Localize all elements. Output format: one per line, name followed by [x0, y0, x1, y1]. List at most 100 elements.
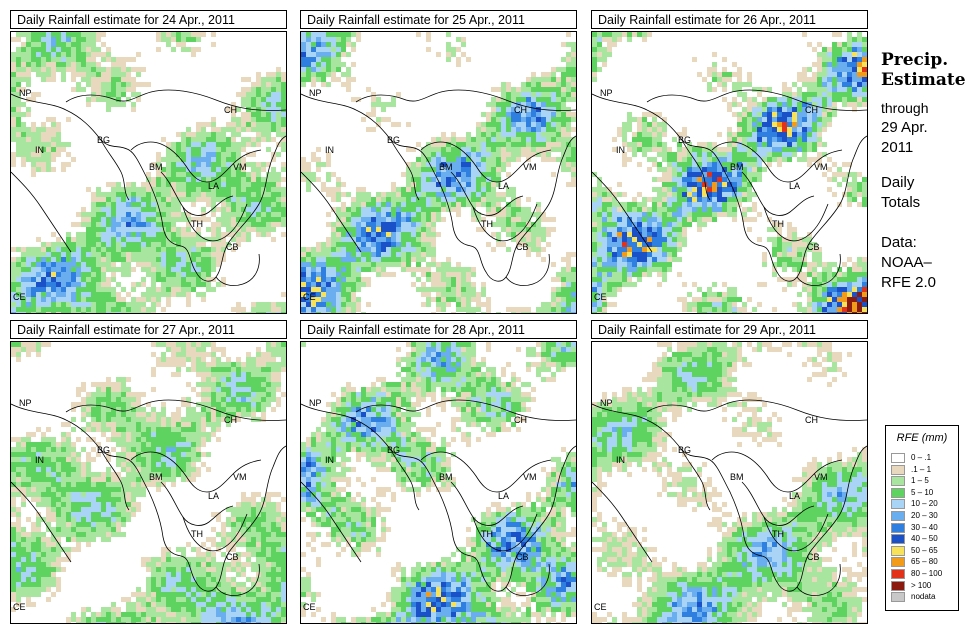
country-label-ch: CH	[805, 105, 818, 115]
rainfall-cell	[787, 222, 792, 227]
rainfall-cell	[56, 267, 61, 272]
rainfall-cell	[111, 72, 116, 77]
rainfall-cell	[491, 132, 496, 137]
rainfall-cell	[241, 77, 246, 82]
rainfall-cell	[201, 357, 206, 362]
rainfall-cell	[276, 192, 281, 197]
rainfall-cell	[61, 262, 66, 267]
rainfall-cell	[101, 242, 106, 247]
rainfall-cell	[211, 202, 216, 207]
rainfall-cell	[446, 147, 451, 152]
rainfall-cell	[196, 217, 201, 222]
rainfall-cell	[506, 112, 511, 117]
rainfall-cell	[326, 52, 331, 57]
rainfall-cell	[682, 232, 687, 237]
rainfall-cell	[642, 257, 647, 262]
rainfall-cell	[386, 257, 391, 262]
rainfall-cell	[236, 162, 241, 167]
rainfall-cell	[96, 72, 101, 77]
rainfall-cell	[602, 227, 607, 232]
rainfall-cell	[141, 267, 146, 272]
rainfall-cell	[111, 292, 116, 297]
rainfall-cell	[847, 277, 852, 282]
rainfall-cell	[306, 282, 311, 287]
rainfall-cell	[361, 227, 366, 232]
rainfall-cell	[16, 352, 21, 357]
rainfall-cell	[81, 292, 86, 297]
rainfall-cell	[822, 272, 827, 277]
rainfall-cell	[597, 42, 602, 47]
rainfall-cell	[531, 227, 536, 232]
rainfall-cell	[647, 207, 652, 212]
rainfall-cell	[126, 87, 131, 92]
rainfall-cell	[526, 147, 531, 152]
rainfall-cell	[336, 67, 341, 72]
rainfall-cell	[531, 77, 536, 82]
rainfall-cell	[561, 162, 566, 167]
rainfall-cell	[171, 147, 176, 152]
rainfall-cell	[822, 62, 827, 67]
rainfall-cell	[391, 217, 396, 222]
rainfall-cell	[837, 42, 842, 47]
rainfall-cell	[156, 277, 161, 282]
rainfall-cell	[256, 197, 261, 202]
rainfall-cell	[511, 227, 516, 232]
rainfall-cell	[541, 77, 546, 82]
rainfall-cell	[31, 272, 36, 277]
rainfall-cell	[306, 62, 311, 67]
rainfall-cell	[241, 127, 246, 132]
rainfall-cell	[401, 232, 406, 237]
rainfall-cell	[196, 252, 201, 257]
rainfall-cell	[51, 297, 56, 302]
rainfall-cell	[461, 192, 466, 197]
rainfall-cell	[41, 147, 46, 152]
rainfall-cell	[817, 82, 822, 87]
rainfall-cell	[196, 257, 201, 262]
rainfall-cell	[306, 302, 311, 307]
rainfall-cell	[461, 42, 466, 47]
rainfall-cell	[742, 192, 747, 197]
rainfall-cell	[516, 107, 521, 112]
rainfall-cell	[416, 252, 421, 257]
rainfall-cell	[426, 47, 431, 52]
rainfall-cell	[316, 42, 321, 47]
rainfall-cell	[266, 172, 271, 177]
rainfall-cell	[251, 312, 256, 313]
rainfall-cell	[441, 262, 446, 267]
rainfall-cell	[246, 197, 251, 202]
rainfall-cell	[702, 307, 707, 312]
rainfall-cell	[612, 227, 617, 232]
rainfall-cell	[401, 212, 406, 217]
rainfall-cell	[857, 62, 862, 67]
rainfall-cell	[677, 187, 682, 192]
rainfall-cell	[802, 307, 807, 312]
rainfall-cell	[241, 137, 246, 142]
rainfall-cell	[21, 292, 26, 297]
rainfall-cell	[732, 197, 737, 202]
rainfall-cell	[111, 202, 116, 207]
rainfall-cell	[486, 102, 491, 107]
rainfall-cell	[857, 97, 862, 102]
rainfall-cell	[351, 297, 356, 302]
rainfall-cell	[682, 222, 687, 227]
rainfall-cell	[161, 232, 166, 237]
rainfall-cell	[461, 267, 466, 272]
rainfall-cell	[81, 222, 86, 227]
rainfall-cell	[146, 272, 151, 277]
rainfall-cell	[216, 157, 221, 162]
rainfall-cell	[366, 222, 371, 227]
rainfall-cell	[471, 162, 476, 167]
rainfall-cell	[556, 287, 561, 292]
rainfall-cell	[471, 157, 476, 162]
rainfall-cell	[662, 272, 667, 277]
rainfall-cell	[31, 162, 36, 167]
rainfall-cell	[236, 127, 241, 132]
rainfall-cell	[702, 77, 707, 82]
rainfall-cell	[431, 277, 436, 282]
rainfall-cell	[321, 242, 326, 247]
rainfall-cell	[81, 247, 86, 252]
rainfall-cell	[852, 197, 857, 202]
rainfall-cell	[171, 372, 176, 377]
rainfall-cell	[471, 187, 476, 192]
rainfall-cell	[256, 212, 261, 217]
